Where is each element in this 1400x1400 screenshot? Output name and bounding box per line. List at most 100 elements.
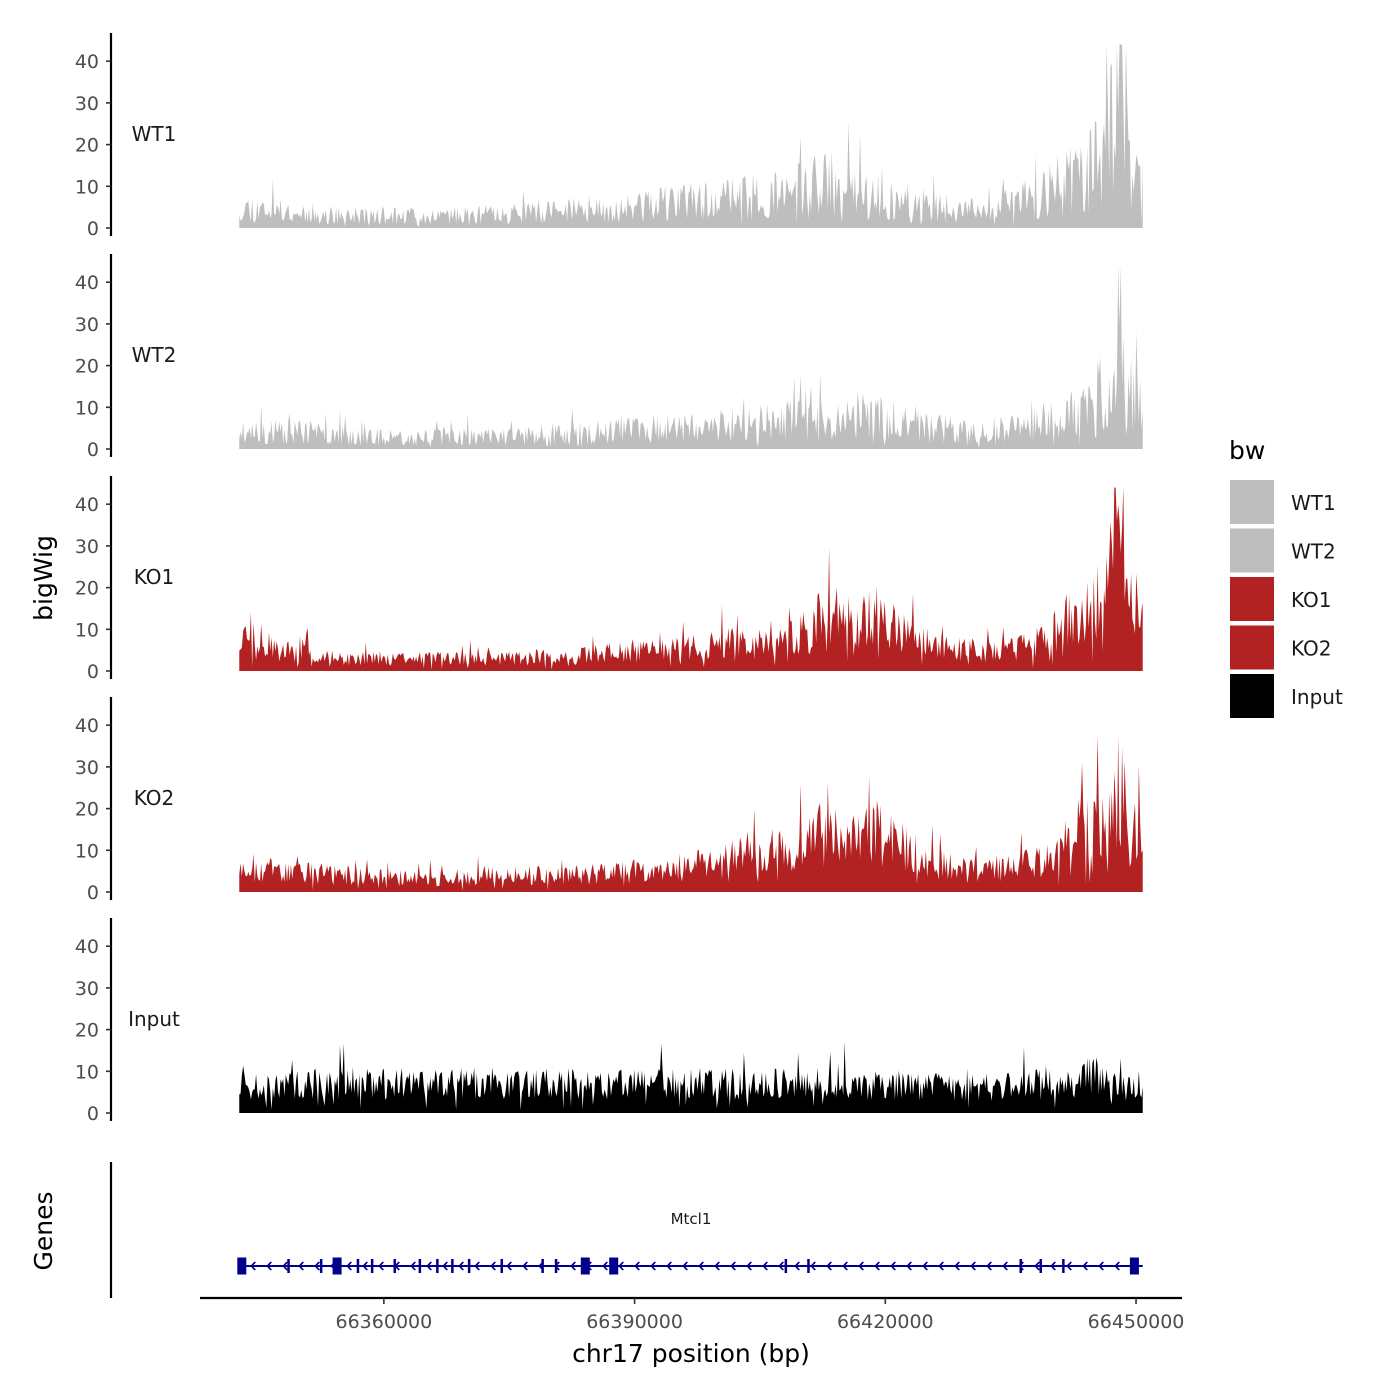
y-tick-label: 10: [75, 1061, 99, 1083]
signal-tracks: 0 10 20 30 40 WT1 0 10 20 30 40 WT2 0 10 20 30 40 KO1 0 10 2…: [75, 33, 1143, 1125]
strand-arrow: [1034, 1261, 1040, 1271]
y-tick-label: 20: [75, 1020, 99, 1042]
strand-arrow: [474, 1261, 480, 1271]
legend-title: bw: [1229, 436, 1265, 465]
strand-arrow: [954, 1261, 960, 1271]
gene-exon: [393, 1259, 396, 1273]
y-tick-label: 20: [75, 578, 99, 600]
strand-arrow: [1066, 1261, 1072, 1271]
gene-exon: [1062, 1259, 1065, 1273]
signal-area-wt1: [239, 44, 1143, 228]
y-tick-label: 10: [75, 176, 99, 198]
y-tick-label: 30: [75, 536, 99, 558]
y-tick-label: 0: [87, 1103, 99, 1125]
track-ko2: 0 10 20 30 40 KO2: [75, 697, 1143, 904]
strand-arrow: [506, 1261, 512, 1271]
y-tick-label: 30: [75, 757, 99, 779]
gene-exon: [807, 1259, 810, 1273]
legend-swatch-wt2: [1230, 528, 1274, 573]
strand-arrow: [746, 1261, 752, 1271]
track-input: 0 10 20 30 40 Input: [75, 918, 1143, 1125]
strand-arrow: [714, 1261, 720, 1271]
strand-arrow: [378, 1261, 384, 1271]
strand-arrow: [618, 1261, 624, 1271]
y-tick-label: 40: [75, 272, 99, 294]
legend-swatch-ko1: [1230, 577, 1274, 621]
legend-label-input: Input: [1291, 685, 1343, 709]
gene-exon: [287, 1259, 290, 1273]
track-label-ko2: KO2: [134, 786, 175, 810]
strand-arrow: [458, 1261, 464, 1271]
strand-arrow: [698, 1261, 704, 1271]
y-tick-label: 10: [75, 397, 99, 419]
strand-arrow: [602, 1261, 608, 1271]
track-label-wt2: WT2: [132, 343, 177, 367]
x-axis-ticks: 66360000 66390000 66420000 66450000: [336, 1298, 1185, 1333]
genes-panel-title: Genes: [29, 1191, 58, 1270]
strand-arrow: [682, 1261, 688, 1271]
strand-arrow: [634, 1261, 640, 1271]
gene-exon: [580, 1257, 590, 1275]
track-label-ko1: KO1: [134, 565, 175, 589]
y-tick-label: 0: [87, 218, 99, 240]
strand-arrow: [442, 1261, 448, 1271]
legend-label-wt1: WT1: [1291, 491, 1336, 515]
legend-label-ko2: KO2: [1291, 637, 1332, 661]
strand-arrow: [522, 1261, 528, 1271]
strand-arrow: [1002, 1261, 1008, 1271]
legend: bw WT1 WT2 KO1 KO2 Input: [1229, 436, 1343, 718]
x-tick-label: 66450000: [1088, 1311, 1185, 1333]
y-tick-label: 30: [75, 93, 99, 115]
gene-exon: [541, 1259, 544, 1273]
strand-arrow: [570, 1261, 576, 1271]
strand-arrow: [730, 1261, 736, 1271]
y-tick-label: 10: [75, 619, 99, 641]
y-tick-label: 0: [87, 661, 99, 683]
track-wt2: 0 10 20 30 40 WT2: [75, 254, 1143, 461]
strand-arrow: [1050, 1261, 1056, 1271]
gene-exon: [319, 1259, 323, 1273]
x-tick-label: 66420000: [837, 1311, 934, 1333]
signal-area-ko2: [239, 735, 1143, 892]
strand-arrow: [282, 1261, 288, 1271]
strand-arrow: [362, 1261, 368, 1271]
gene-exon: [418, 1259, 422, 1273]
strand-arrow: [666, 1261, 672, 1271]
y-tick-label: 40: [75, 494, 99, 516]
strand-arrow: [346, 1261, 352, 1271]
x-tick-label: 66360000: [336, 1311, 433, 1333]
strand-arrow: [890, 1261, 896, 1271]
strand-arrow: [298, 1261, 304, 1271]
signal-area-input: [239, 1041, 1143, 1113]
y-tick-label: 40: [75, 936, 99, 958]
strand-arrow: [906, 1261, 912, 1271]
strand-arrow: [778, 1261, 784, 1271]
y-tick-label: 20: [75, 135, 99, 157]
gene-name-label: Mtcl1: [671, 1210, 712, 1228]
y-tick-label: 20: [75, 356, 99, 378]
strand-arrow: [922, 1261, 928, 1271]
strand-arrow: [794, 1261, 800, 1271]
gene-panel: Mtcl1: [109, 1162, 1143, 1298]
gene-exon: [1129, 1257, 1139, 1275]
y-tick-label: 0: [87, 882, 99, 904]
strand-arrow: [842, 1261, 848, 1271]
strand-arrow: [874, 1261, 880, 1271]
gene-exon: [451, 1259, 454, 1273]
y-tick-label: 0: [87, 439, 99, 461]
y-tick-label: 40: [75, 51, 99, 73]
y-tick-label: 40: [75, 715, 99, 737]
legend-items: WT1 WT2 KO1 KO2 Input: [1230, 480, 1343, 718]
strand-arrow: [1098, 1261, 1104, 1271]
legend-label-wt2: WT2: [1291, 540, 1336, 564]
strand-arrow: [314, 1261, 320, 1271]
y-tick-label: 30: [75, 314, 99, 336]
strand-arrow: [650, 1261, 656, 1271]
strand-arrow: [410, 1261, 416, 1271]
y-tick-label: 20: [75, 799, 99, 821]
strand-arrow: [426, 1261, 432, 1271]
gene-exon: [467, 1259, 471, 1273]
track-label-wt1: WT1: [132, 122, 177, 146]
